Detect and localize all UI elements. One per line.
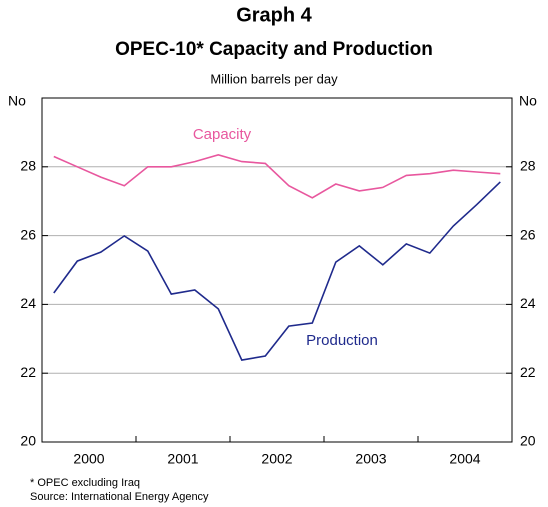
x-tick-label: 2000 (73, 451, 104, 467)
y-tick-label: 22 (20, 364, 36, 380)
series-line (53, 181, 501, 361)
series-label: Capacity (193, 126, 252, 143)
x-tick-label: 2003 (355, 451, 386, 467)
chart-title: Graph 4 (236, 4, 312, 26)
y2-tick-label: 28 (520, 158, 536, 174)
x-tick-label: 2001 (167, 451, 198, 467)
y-unit-left: No (8, 93, 26, 109)
y-tick-label: 24 (20, 295, 36, 311)
series-line (53, 153, 501, 199)
footnote: * OPEC excluding Iraq (30, 477, 140, 489)
y2-tick-label: 20 (520, 433, 536, 449)
y2-tick-label: 22 (520, 364, 536, 380)
plot-frame (41, 97, 513, 443)
y2-tick-label: 24 (520, 295, 536, 311)
y-tick-label: 26 (20, 226, 36, 242)
y-unit-right: No (519, 93, 537, 109)
x-tick-label: 2002 (261, 451, 292, 467)
y-tick-label: 20 (20, 433, 36, 449)
unit-note: Million barrels per day (210, 71, 338, 86)
source: Source: International Energy Agency (30, 491, 209, 503)
series-label: Production (306, 332, 378, 349)
x-tick-label: 2004 (449, 451, 480, 467)
chart-subtitle: OPEC-10* Capacity and Production (115, 39, 433, 60)
y2-tick-label: 26 (520, 226, 536, 242)
y-tick-label: 28 (20, 158, 36, 174)
